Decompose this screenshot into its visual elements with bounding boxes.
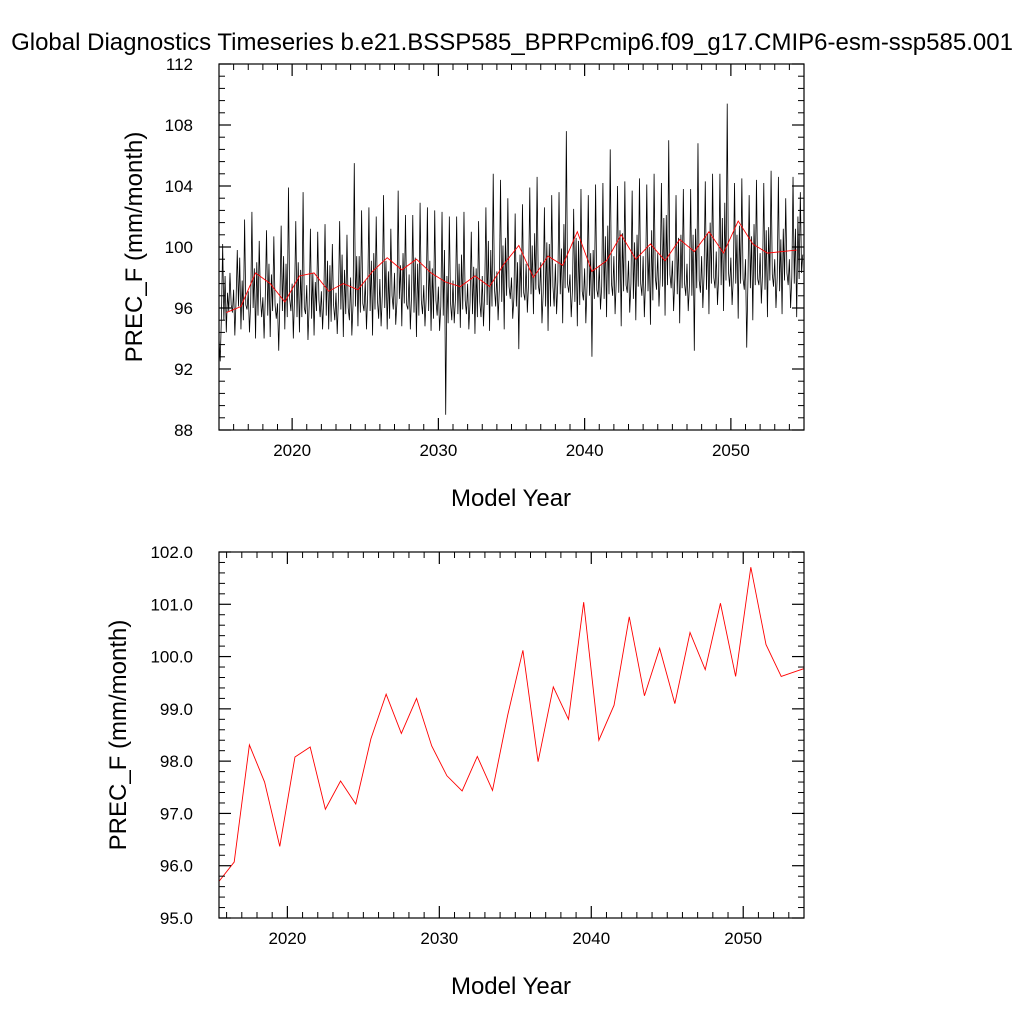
bottom-axes: 2020 2030 2040 2050 95.0 96.0 97.0 98.0 99.0 100.… bbox=[150, 543, 805, 948]
y-tick-label: 97.0 bbox=[160, 804, 193, 823]
bottom-x-axis-label: Model Year bbox=[451, 973, 571, 1000]
x-tick-label: 2050 bbox=[712, 441, 750, 460]
y-tick-label: 108 bbox=[165, 116, 193, 135]
y-tick-label: 98.0 bbox=[160, 752, 193, 771]
bottom-y-axis-label: PREC_F (mm/month) bbox=[105, 620, 132, 851]
x-tick-label: 2020 bbox=[273, 441, 311, 460]
y-tick-label: 100 bbox=[165, 238, 193, 257]
bottom-annual-series bbox=[219, 567, 804, 882]
y-tick-label: 88 bbox=[174, 421, 193, 440]
top-annual-line bbox=[226, 220, 797, 313]
y-tick-label: 102.0 bbox=[150, 543, 193, 562]
top-axes: 2020 2030 2040 2050 88 92 96 100 104 108 112 bbox=[165, 55, 805, 460]
x-tick-label: 2030 bbox=[419, 441, 457, 460]
y-tick-label: 96 bbox=[174, 299, 193, 318]
y-tick-label: 96.0 bbox=[160, 857, 193, 876]
x-tick-label: 2050 bbox=[724, 929, 762, 948]
y-tick-label: 92 bbox=[174, 360, 193, 379]
x-tick-label: 2040 bbox=[572, 929, 610, 948]
top-y-axis-label: PREC_F (mm/month) bbox=[121, 132, 148, 363]
bottom-panel: 2020 2030 2040 2050 95.0 96.0 97.0 98.0 99.0 100.… bbox=[105, 543, 805, 1000]
x-tick-label: 2020 bbox=[268, 929, 306, 948]
top-plot-frame bbox=[218, 63, 805, 431]
top-annual-series bbox=[226, 220, 797, 313]
top-monthly-series bbox=[219, 103, 804, 415]
chart-title: Global Diagnostics Timeseries b.e21.BSSP… bbox=[11, 29, 1013, 56]
top-x-axis-label: Model Year bbox=[451, 485, 571, 512]
bottom-annual-line bbox=[219, 567, 804, 882]
y-tick-label: 100.0 bbox=[150, 648, 193, 667]
top-monthly-line bbox=[219, 103, 804, 415]
bottom-plot-frame bbox=[218, 551, 805, 919]
x-tick-label: 2040 bbox=[566, 441, 604, 460]
x-tick-label: 2030 bbox=[420, 929, 458, 948]
y-tick-label: 104 bbox=[165, 177, 193, 196]
y-tick-label: 99.0 bbox=[160, 700, 193, 719]
y-tick-label: 95.0 bbox=[160, 909, 193, 928]
y-tick-label: 112 bbox=[166, 55, 193, 74]
top-panel: 2020 2030 2040 2050 88 92 96 100 104 108 112 PREC_… bbox=[121, 55, 805, 512]
y-tick-label: 101.0 bbox=[150, 595, 193, 614]
